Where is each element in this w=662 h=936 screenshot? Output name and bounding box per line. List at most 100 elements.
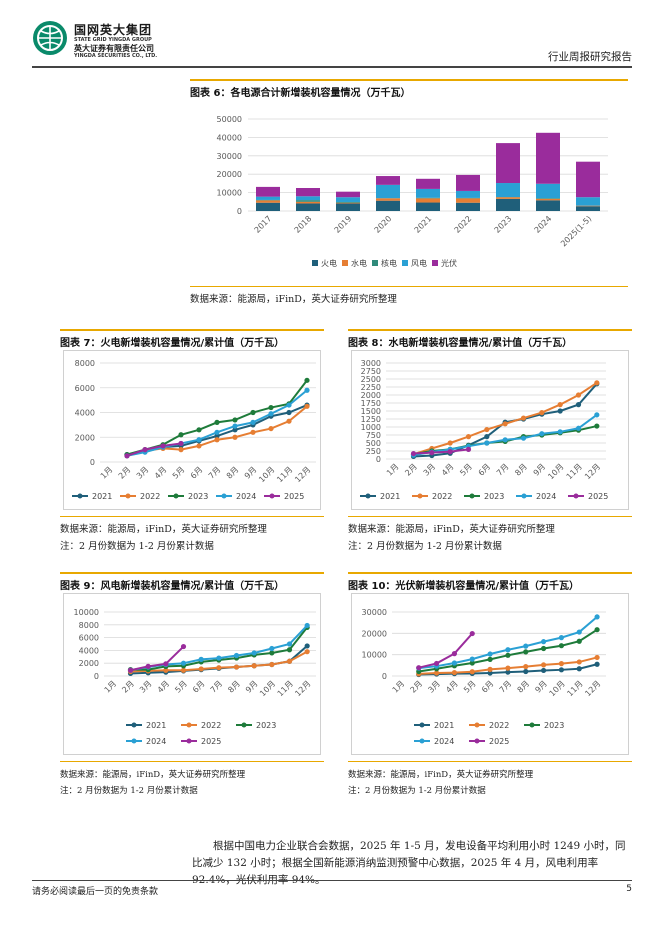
bar-segment [336, 197, 360, 202]
figure-title: 图表 7：火电新增装机容量情况/累计值（万千瓦） [60, 338, 285, 349]
y-tick-label: 30000 [217, 152, 242, 161]
y-tick-label: 8000 [79, 621, 99, 630]
x-tick-label: 2019 [333, 214, 354, 235]
data-point [163, 667, 169, 673]
data-point [196, 437, 202, 443]
x-tick-label: 6月 [477, 462, 493, 478]
data-point [557, 402, 563, 408]
legend-label: 风电 [411, 258, 427, 268]
data-point [214, 429, 220, 435]
bar-segment [576, 197, 600, 206]
bar-segment [416, 178, 440, 189]
bar-segment [416, 188, 440, 198]
logo-en: STATE GRID YINGDA GROUP [74, 37, 152, 43]
series-line [413, 448, 469, 455]
data-point [484, 426, 490, 433]
legend-marker [419, 738, 425, 744]
data-point [520, 415, 527, 421]
line-chart-wind: 0 2000 4000 6000 8000 10000 1月 2月 3月 4月 5月 6月 7月 8月 9月… [63, 593, 321, 755]
data-point [127, 667, 134, 673]
legend-label: 火电 [321, 258, 337, 268]
data-point [429, 450, 435, 456]
legend-marker [77, 493, 83, 499]
data-point [576, 629, 582, 635]
legend-marker [125, 493, 131, 499]
figure-9: 图表 9：风电新增装机容量情况/累计值（万千瓦） [60, 572, 324, 762]
bar-segment [456, 198, 480, 203]
data-point [286, 658, 293, 664]
bar-segment [336, 191, 360, 198]
x-tick-label: 2024 [533, 214, 554, 235]
data-point [214, 433, 220, 439]
body-paragraph: 根据中国电力企业联合会数据，2025 年 1-5 月，发电设备平均利用小时 12… [192, 840, 626, 886]
x-tick-label: 2025(1-5) [559, 214, 593, 248]
legend-label: 2022 [432, 492, 452, 501]
data-point [575, 425, 582, 431]
legend-marker [131, 722, 137, 728]
y-tick-label: 20000 [217, 170, 242, 179]
legend-label: 核电 [381, 258, 397, 268]
y-tick-label: 30000 [362, 608, 387, 617]
bar-segment [376, 184, 400, 199]
x-tick-label: 7月 [495, 462, 511, 478]
data-point [576, 659, 582, 665]
data-point [214, 437, 220, 443]
x-tick-label: 8月 [513, 462, 529, 478]
data-point [196, 427, 202, 433]
data-point [304, 403, 310, 409]
legend-label: 2021 [434, 721, 454, 730]
data-point [232, 427, 238, 433]
legend-swatch [342, 260, 348, 266]
data-point [304, 643, 310, 649]
legend-marker [474, 722, 480, 728]
data-point [594, 627, 600, 633]
legend-marker [417, 493, 423, 499]
data-point [558, 661, 565, 667]
figure-note: 注：2 月份数据为 1-2 月份累计数据 [60, 541, 214, 552]
x-tick-label: 8月 [516, 679, 532, 695]
data-point [251, 663, 257, 669]
legend-label: 2022 [201, 721, 221, 730]
y-tick-label: 4000 [75, 409, 95, 418]
state-grid-logo-icon [33, 21, 67, 55]
y-tick-label: 2000 [79, 659, 99, 668]
data-point [214, 419, 220, 425]
y-tick-label: 10000 [362, 651, 387, 660]
data-point [410, 450, 417, 457]
company-name: 英大证券有限责任公司 [74, 44, 154, 53]
data-point [180, 667, 187, 673]
data-point [594, 661, 600, 667]
legend-marker [186, 738, 192, 744]
legend-marker [221, 493, 227, 499]
x-tick-label: 2017 [253, 214, 274, 235]
legend-marker [173, 493, 179, 499]
data-point [163, 661, 169, 667]
bar-segment [496, 198, 520, 211]
x-tick-label: 2023 [493, 214, 514, 235]
data-point [469, 656, 475, 662]
x-tick-label: 9月 [532, 462, 548, 478]
data-point [286, 402, 292, 408]
legend-label: 2025 [588, 492, 608, 501]
data-point [523, 664, 529, 670]
data-point [416, 665, 422, 671]
bar-segment [256, 200, 280, 203]
bar-segment [536, 200, 560, 211]
data-point [142, 447, 148, 453]
data-point [216, 665, 222, 671]
y-tick-label: 6000 [79, 634, 99, 643]
x-tick-label: 6月 [191, 679, 207, 695]
x-tick-label: 11月 [565, 679, 584, 698]
figure-note: 注：2 月份数据为 1-2 月份累计数据 [348, 541, 502, 552]
y-tick-label: 1250 [361, 415, 381, 424]
data-point [286, 418, 292, 424]
x-tick-label: 10月 [257, 465, 276, 484]
data-point [594, 423, 600, 429]
legend-label: 水电 [351, 258, 367, 268]
data-point [232, 417, 238, 423]
y-tick-label: 10000 [217, 189, 242, 198]
x-tick-label: 3月 [135, 465, 151, 481]
data-point [520, 435, 527, 441]
legend-label: 光伏 [441, 258, 457, 268]
bar-segment [376, 200, 400, 211]
